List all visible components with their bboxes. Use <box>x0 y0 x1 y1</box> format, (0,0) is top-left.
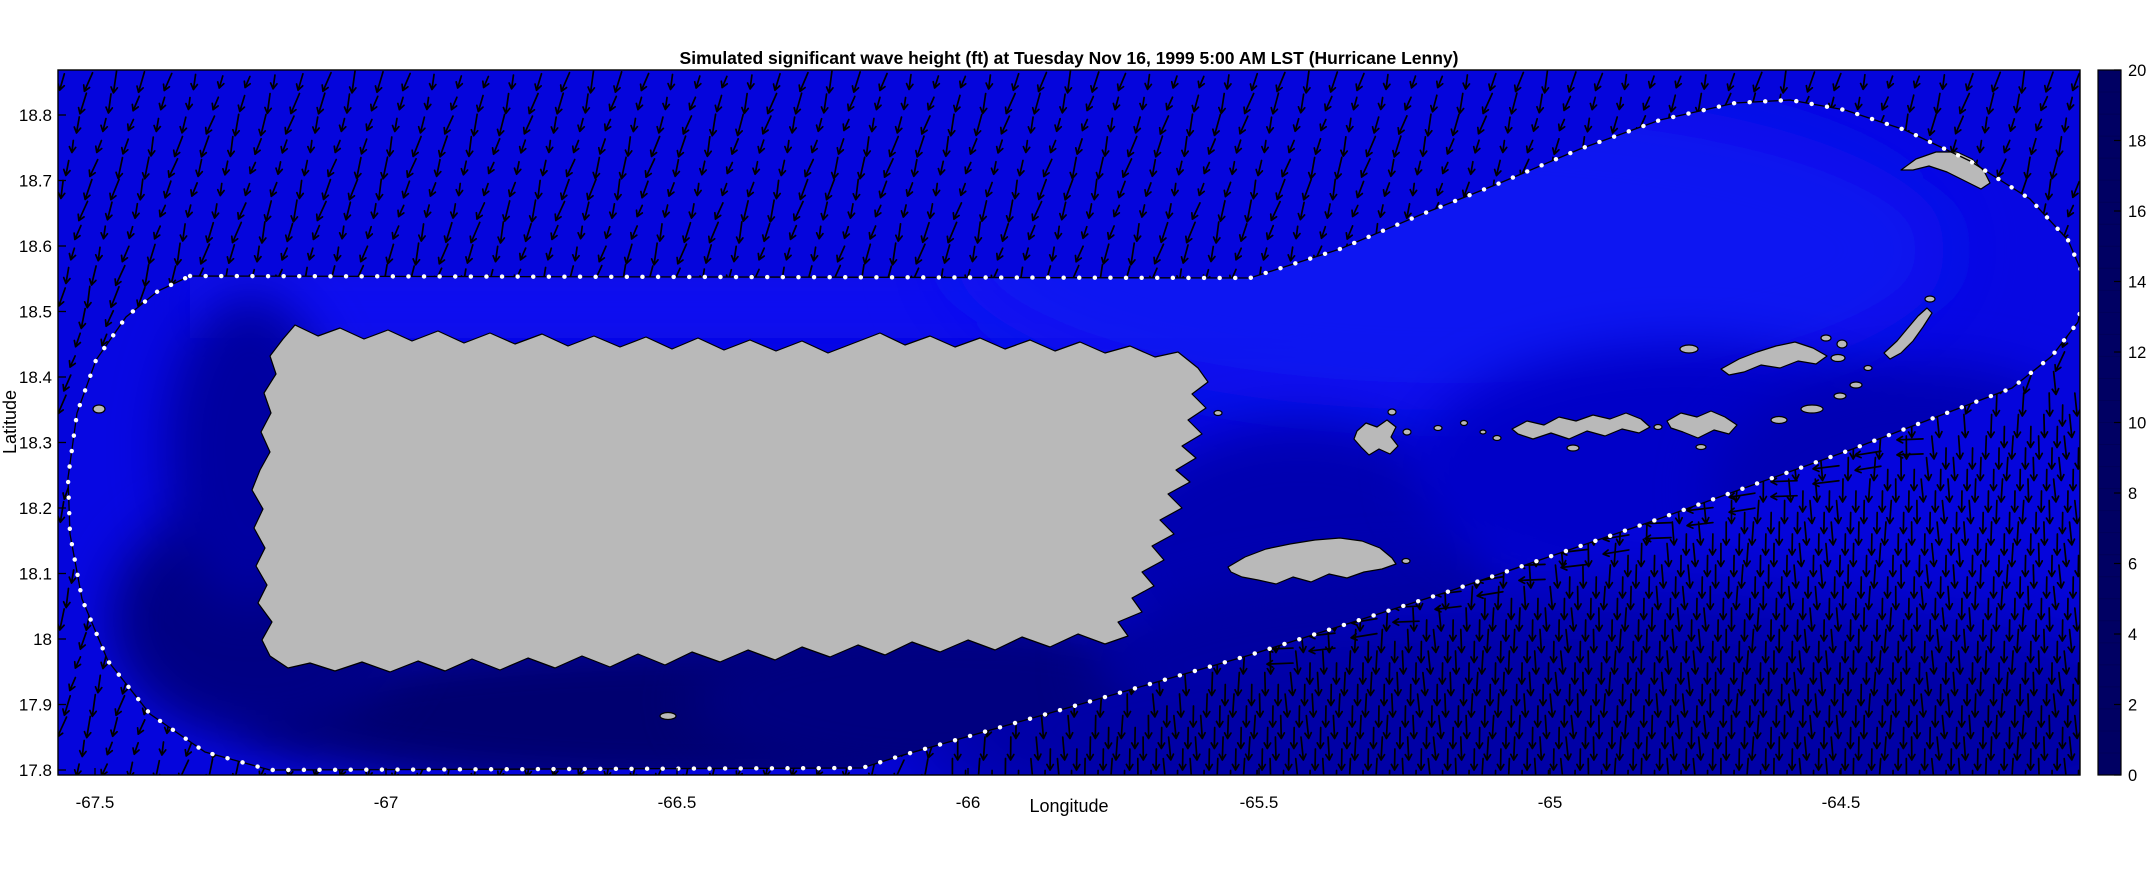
island-jost-van-dyke <box>1679 344 1699 354</box>
model-domain-boundary-dots <box>65 97 2080 773</box>
plot-title: Simulated significant wave height (ft) a… <box>680 48 1459 68</box>
island-icacos <box>1213 409 1223 417</box>
islet <box>1695 443 1707 451</box>
islet <box>1433 424 1443 432</box>
colorbar-tick-label: 0 <box>2128 767 2137 785</box>
x-tick-label: -66.5 <box>658 793 697 812</box>
colorbar-tick-label: 18 <box>2128 133 2146 151</box>
colorbar-tick-label: 2 <box>2128 697 2137 715</box>
island-desecheo <box>92 404 106 414</box>
colorbar-tick-label: 8 <box>2128 485 2137 503</box>
island-great-camanoe <box>1836 339 1848 349</box>
colorbar-tick-label: 16 <box>2128 203 2146 221</box>
y-tick-label: 18.4 <box>19 368 52 387</box>
x-axis-ticks: -67.5 -67 -66.5 -66 -65.5 -65 -64.5 <box>76 768 1861 812</box>
y-tick-label: 17.9 <box>19 696 52 715</box>
island-peter <box>1800 404 1824 414</box>
y-tick-label: 18.7 <box>19 172 52 191</box>
island-tortola <box>1720 341 1828 376</box>
colorbar: 0 2 4 6 8 10 12 14 16 18 20 <box>2097 62 2146 785</box>
x-tick-label: -64.5 <box>1822 793 1861 812</box>
x-tick-label: -66 <box>956 793 981 812</box>
islet <box>1653 423 1663 431</box>
colorbar-tick-label: 6 <box>2128 556 2137 574</box>
island-water-island <box>1566 444 1580 452</box>
y-axis-ticks: 18.8 18.7 18.6 18.5 18.4 18.3 18.2 18.1 18 17.9 17… <box>19 106 66 780</box>
islet <box>1459 419 1469 427</box>
island-st-john <box>1666 410 1738 439</box>
islet <box>1387 408 1397 416</box>
islet-dogs <box>1863 364 1873 372</box>
axes-frame <box>57 69 2081 776</box>
island-virgin-gorda <box>1883 307 1933 360</box>
x-axis-label: Longitude <box>1029 796 1108 816</box>
colorbar-band-lines <box>2098 91 2121 754</box>
islet <box>1479 429 1487 435</box>
island-anegada <box>1900 151 1991 190</box>
colorbar-tick-label: 12 <box>2128 344 2146 362</box>
y-tick-label: 17.8 <box>19 761 52 780</box>
x-tick-label: -65.5 <box>1240 793 1279 812</box>
island-cooper <box>1833 392 1847 400</box>
island-caja-de-muertos <box>659 711 677 721</box>
y-tick-label: 18.5 <box>19 303 52 322</box>
island-vieques <box>1227 537 1397 585</box>
y-axis-label: Latitude <box>0 390 20 454</box>
island-puerto-rico <box>251 324 1209 673</box>
islet <box>1924 295 1936 303</box>
island-st-thomas <box>1511 412 1651 440</box>
x-tick-label: -67.5 <box>76 793 115 812</box>
y-tick-label: 18.2 <box>19 499 52 518</box>
island-norman <box>1770 415 1788 425</box>
islet <box>1401 557 1411 565</box>
y-tick-label: 18.3 <box>19 434 52 453</box>
x-tick-label: -65 <box>1538 793 1563 812</box>
land-masses <box>92 151 1991 721</box>
y-tick-label: 18.8 <box>19 106 52 125</box>
x-tick-label: -67 <box>374 793 399 812</box>
colorbar-ticks: 0 2 4 6 8 10 12 14 16 18 20 <box>2114 62 2146 785</box>
island-guana <box>1820 334 1832 342</box>
colorbar-tick-label: 20 <box>2128 62 2146 80</box>
island-culebrita <box>1402 428 1412 436</box>
colorbar-tick-label: 14 <box>2128 274 2146 292</box>
island-culebra <box>1353 419 1399 456</box>
colorbar-tick-label: 10 <box>2128 415 2146 433</box>
y-tick-label: 18.6 <box>19 237 52 256</box>
colorbar-tick-label: 4 <box>2128 626 2137 644</box>
island-ginger <box>1849 381 1863 389</box>
islet <box>1492 434 1502 442</box>
y-tick-label: 18.1 <box>19 565 52 584</box>
island-beef <box>1830 353 1846 363</box>
y-tick-label: 18 <box>33 630 52 649</box>
